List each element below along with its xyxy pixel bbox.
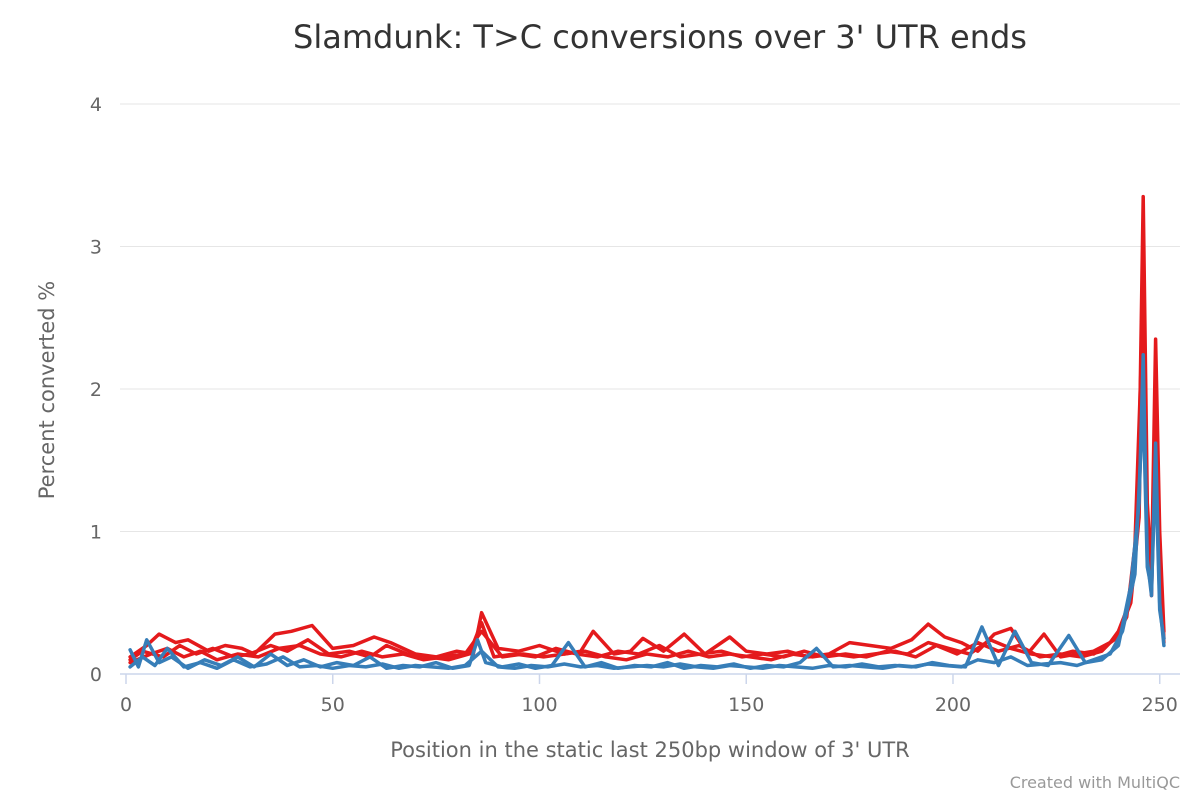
grid-lines xyxy=(120,103,1180,532)
x-tick-label: 50 xyxy=(321,694,345,716)
tick-labels: 0 1 2 3 4 0 50 100 150 200 250 xyxy=(90,94,1178,716)
x-tick-label: 0 xyxy=(120,694,132,716)
x-tick-label: 150 xyxy=(728,694,764,716)
x-axis-title: Position in the static last 250bp window… xyxy=(390,738,910,762)
series-lines xyxy=(128,194,1166,671)
y-axis-title: Percent converted % xyxy=(35,281,59,500)
series-line-1[interactable] xyxy=(128,194,1166,659)
chart-title: Slamdunk: T>C conversions over 3' UTR en… xyxy=(293,18,1027,56)
y-tick-label: 3 xyxy=(90,237,102,259)
x-tick-label: 200 xyxy=(935,694,971,716)
series-line-3[interactable] xyxy=(128,301,1166,662)
series-line-4[interactable] xyxy=(128,353,1166,671)
y-tick-label: 2 xyxy=(90,379,102,401)
y-tick-label: 4 xyxy=(90,94,102,116)
series-line-2[interactable] xyxy=(128,273,1166,665)
y-tick-label: 1 xyxy=(90,522,102,544)
y-tick-label: 0 xyxy=(90,664,102,686)
x-tick-label: 250 xyxy=(1142,694,1178,716)
credits-link[interactable]: Created with MultiQC xyxy=(1009,773,1180,792)
series-line-5[interactable] xyxy=(128,401,1166,671)
x-tick-label: 100 xyxy=(521,694,557,716)
